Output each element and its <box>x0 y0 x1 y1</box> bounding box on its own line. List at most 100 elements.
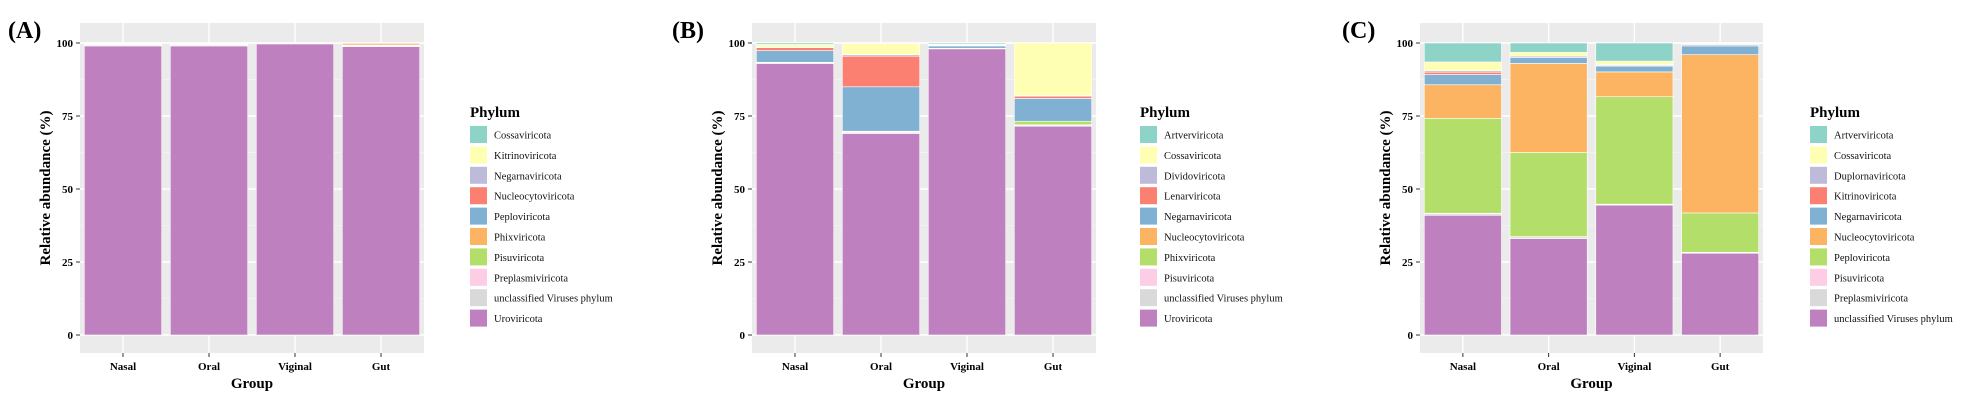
legend-item: unclassified Viruses phylum <box>470 289 613 307</box>
legend-label: Phixviricota <box>494 233 546 244</box>
legend-label: Artverviricota <box>1834 131 1894 142</box>
legend-label: unclassified Viruses phylum <box>494 294 613 305</box>
bar-segment <box>170 45 249 336</box>
legend-item: Pisuviricota <box>470 248 545 266</box>
legend-label: Phixviricota <box>1164 253 1216 264</box>
legend-key <box>1140 268 1157 286</box>
legend-item: Pisuviricota <box>1140 268 1215 286</box>
x-tick-label: Viginal <box>278 361 312 373</box>
legend-key <box>1810 126 1827 143</box>
legend-item: Negarnaviricota <box>470 166 562 184</box>
legend-item: Cossaviricota <box>1140 146 1221 164</box>
x-axis-title: Group <box>231 376 273 392</box>
legend-key <box>1140 228 1157 245</box>
x-axis-title: Group <box>1570 376 1612 392</box>
legend-key <box>470 166 487 184</box>
legend-item: Cossaviricota <box>470 126 551 143</box>
bar-segment <box>841 133 920 336</box>
legend-key <box>1810 146 1827 164</box>
legend-item: Phixviricota <box>1140 248 1216 266</box>
legend-item: unclassified Viruses phylum <box>1810 309 1953 327</box>
legend-key <box>1810 187 1827 205</box>
legend-key <box>1140 309 1157 327</box>
y-tick-label: 25 <box>734 257 746 269</box>
legend-item: Nucleocytoviricota <box>1810 228 1915 245</box>
legend-label: Negarnaviricota <box>494 171 562 182</box>
bar-viginal <box>1595 42 1674 336</box>
legend-key <box>1140 126 1157 143</box>
legend-item: Kitrinoviricota <box>470 146 557 164</box>
bar-segment <box>1509 152 1588 237</box>
bar-segment <box>1423 214 1502 336</box>
bar-segment <box>1509 52 1588 57</box>
bar-segment <box>1681 252 1760 336</box>
y-tick-label: 100 <box>57 38 74 50</box>
bar-segment <box>841 86 920 132</box>
x-tick-label: Oral <box>870 361 892 373</box>
legend-key <box>470 228 487 245</box>
legend-label: Preplasmiviricota <box>494 273 568 284</box>
bar-segment <box>1423 84 1502 119</box>
y-tick-label: 0 <box>68 330 74 342</box>
legend-item: Peploviricota <box>470 207 550 225</box>
bar-segment <box>927 45 1006 49</box>
bar-segment <box>1681 45 1760 55</box>
legend-item: Artverviricota <box>1810 126 1894 143</box>
bar-segment <box>341 46 420 336</box>
y-tick-label: 0 <box>740 330 746 342</box>
x-tick-label: Viginal <box>1617 361 1651 373</box>
y-tick-label: 100 <box>729 38 746 50</box>
bar-segment <box>1013 42 1092 96</box>
y-tick-label: 50 <box>734 184 746 196</box>
legend-label: Cossaviricota <box>1164 151 1221 162</box>
bar-segment <box>755 42 834 45</box>
x-tick-label: Gut <box>372 361 391 373</box>
legend-key <box>470 309 487 327</box>
legend-label: Kitrinoviricota <box>1834 192 1897 203</box>
legend-item: Duplornaviricota <box>1810 166 1906 184</box>
legend-label: Cossaviricota <box>1834 151 1891 162</box>
legend-key <box>1810 166 1827 184</box>
legend-item: Kitrinoviricota <box>1810 187 1897 205</box>
legend-label: Uroviricota <box>1164 314 1213 325</box>
legend-label: Artverviricota <box>1164 131 1224 142</box>
legend-key <box>1810 309 1827 327</box>
chart-panel-3: (C) 0 25 50 75 100 Nasal Oral Viginal Gut Group Rel… <box>1342 18 1953 392</box>
legend-key <box>470 207 487 225</box>
legend-key <box>1810 268 1827 286</box>
bar-segment <box>841 55 920 88</box>
bar-segment <box>927 42 1006 45</box>
legend: Phylum Artverviricota Cossaviricota Dividov… <box>1140 105 1283 327</box>
y-axis-title: Relative abundance (%) <box>38 111 54 266</box>
bar-nasal <box>755 42 834 336</box>
legend-key <box>1810 248 1827 266</box>
legend-key <box>1810 289 1827 307</box>
legend-title: Phylum <box>1140 105 1191 121</box>
y-tick-label: 75 <box>734 111 746 123</box>
legend: Phylum Cossaviricota Kitrinoviricota Negarn… <box>470 105 613 327</box>
legend-item: Cossaviricota <box>1810 146 1891 164</box>
x-tick-label: Gut <box>1044 361 1063 373</box>
legend-label: Nucleocytoviricota <box>1164 233 1245 244</box>
bar-segment <box>1509 238 1588 336</box>
bar-segment <box>1595 65 1674 73</box>
bar-segment <box>1681 42 1760 44</box>
bar-segment <box>1595 204 1674 336</box>
legend-key <box>470 146 487 164</box>
legend-label: Kitrinoviricota <box>494 151 557 162</box>
bar-segment <box>1595 60 1674 65</box>
bar-segment <box>1681 54 1760 214</box>
legend-key <box>1810 228 1827 245</box>
y-tick-label: 0 <box>1408 330 1414 342</box>
y-tick-label: 100 <box>1397 38 1414 50</box>
legend-label: Pisuviricota <box>1834 273 1885 284</box>
bar-gut <box>1013 42 1092 336</box>
legend-label: Preplasmiviricota <box>1834 294 1908 305</box>
bar-segment <box>255 43 334 336</box>
bar-segment <box>841 42 920 44</box>
legend-key <box>470 268 487 286</box>
bar-segment <box>1013 125 1092 336</box>
bar-segment <box>755 63 834 336</box>
panel-label: (A) <box>8 18 41 44</box>
y-tick-label: 75 <box>62 111 74 123</box>
